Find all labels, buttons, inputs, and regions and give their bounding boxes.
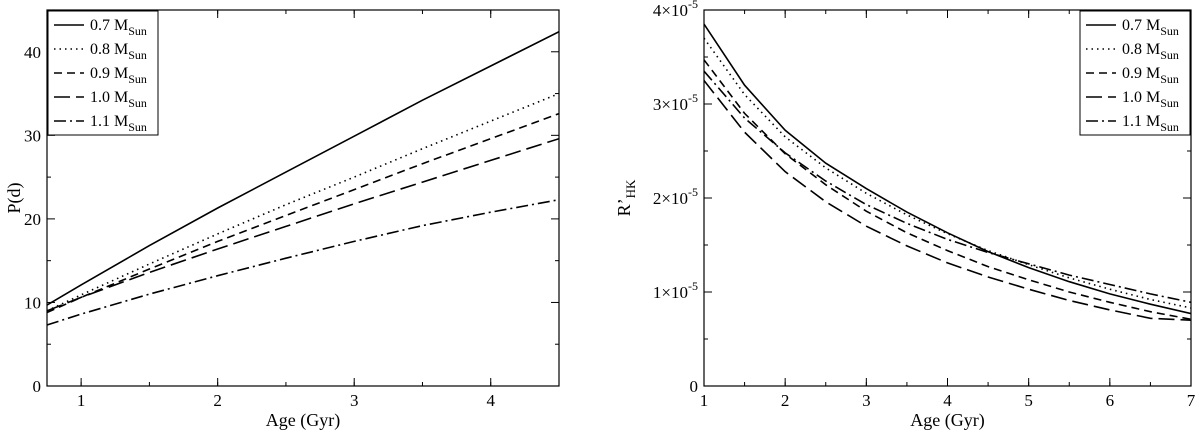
series-line-10-msun [704,80,1191,321]
x-tick-label: 4 [486,391,495,410]
series-line-11-msun [47,198,559,326]
legend-label-subscript: Sun [128,48,147,62]
y-tick-label: 1×10-5 [653,279,698,302]
legend-box [1079,10,1191,136]
y-tick-label-exponent: -5 [688,91,698,105]
x-tick-label: 4 [943,391,952,410]
x-tick-label: 5 [1024,391,1033,410]
legend-box [47,10,159,136]
series-line-11-msun [704,70,1191,304]
legend-label-subscript: Sun [128,120,147,134]
y-axis-label-subscript: HK [623,179,638,198]
y-tick-label-exponent: -5 [688,185,698,199]
y-tick-label: 2×10-5 [653,185,698,208]
x-tick-label: 1 [77,391,86,410]
y-tick-label-exponent: -5 [688,279,698,293]
y-tick-label: 4×10-5 [653,0,698,20]
series-line-09-msun [47,112,559,314]
x-tick-label: 3 [862,391,871,410]
legend-label-subscript: Sun [128,72,147,86]
series-line-10-msun [47,137,559,312]
legend-label-subscript: Sun [128,96,147,110]
x-axis-label: Age (Gyr) [266,410,340,431]
y-axis-label: P(d) [4,182,25,213]
series-line-07-msun [704,23,1191,315]
y-axis-label: R’HK [614,179,638,216]
x-tick-label: 7 [1187,391,1196,410]
y-tick-label: 40 [24,43,41,62]
y-tick-label: 30 [24,126,41,145]
y-tick-label-exponent: -5 [688,0,698,11]
series-line-07-msun [47,30,559,306]
legend-label-subscript: Sun [1160,120,1179,134]
legend-label-subscript: Sun [128,24,147,38]
y-tick-label: 3×10-5 [653,91,698,114]
legend-label-subscript: Sun [1160,72,1179,86]
x-tick-label: 3 [350,391,359,410]
y-tick-label: 0 [33,377,42,396]
legend-label-subscript: Sun [1160,96,1179,110]
y-tick-label: 20 [24,210,41,229]
x-tick-label: 1 [700,391,709,410]
y-tick-label: 10 [24,293,41,312]
x-tick-label: 2 [213,391,222,410]
x-tick-label: 2 [781,391,790,410]
right-panel-activity-vs-age: 1 2 3 4 5 6 7 0 1×10-5 2×10-5 3×10-5 4×10-5 Age (Gyr… [614,0,1196,431]
x-axis-label: Age (Gyr) [910,410,984,431]
plot-frame [46,9,560,387]
legend-label-subscript: Sun [1160,24,1179,38]
x-tick-label: 6 [1106,391,1115,410]
legend-label-subscript: Sun [1160,48,1179,62]
y-tick-label: 0 [690,377,699,396]
